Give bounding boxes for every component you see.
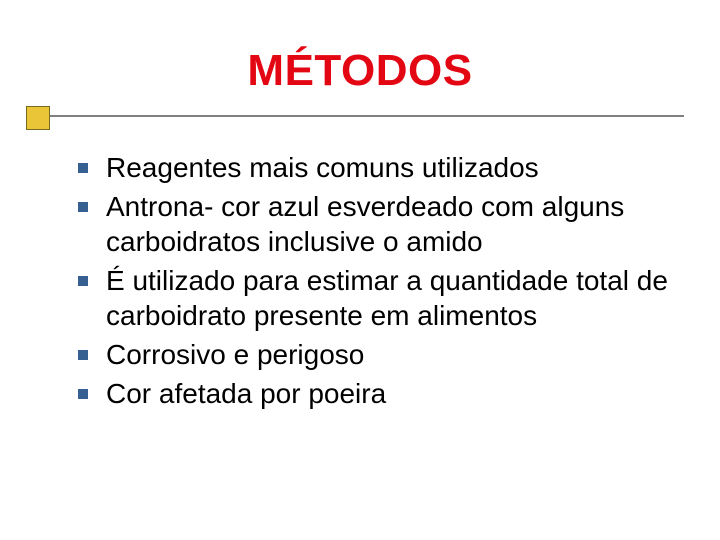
list-item: Cor afetada por poeira bbox=[78, 376, 684, 411]
title-underline bbox=[36, 115, 684, 117]
list-item: É utilizado para estimar a quantidade to… bbox=[78, 263, 684, 333]
list-item-text: Antrona- cor azul esverdeado com alguns … bbox=[106, 189, 684, 259]
square-bullet-icon bbox=[78, 350, 88, 360]
list-item-text: Cor afetada por poeira bbox=[106, 376, 386, 411]
square-bullet-icon bbox=[78, 163, 88, 173]
list-item-text: Reagentes mais comuns utilizados bbox=[106, 150, 539, 185]
list-item: Antrona- cor azul esverdeado com alguns … bbox=[78, 189, 684, 259]
list-item: Reagentes mais comuns utilizados bbox=[78, 150, 684, 185]
title-accent-box bbox=[26, 106, 50, 130]
list-item-text: É utilizado para estimar a quantidade to… bbox=[106, 263, 684, 333]
square-bullet-icon bbox=[78, 202, 88, 212]
list-item-text: Corrosivo e perigoso bbox=[106, 337, 364, 372]
slide-title: MÉTODOS bbox=[36, 46, 684, 96]
square-bullet-icon bbox=[78, 389, 88, 399]
body-content: Reagentes mais comuns utilizados Antrona… bbox=[78, 150, 684, 415]
title-container: MÉTODOS bbox=[36, 46, 684, 96]
slide: MÉTODOS Reagentes mais comuns utilizados… bbox=[0, 0, 720, 540]
square-bullet-icon bbox=[78, 276, 88, 286]
list-item: Corrosivo e perigoso bbox=[78, 337, 684, 372]
